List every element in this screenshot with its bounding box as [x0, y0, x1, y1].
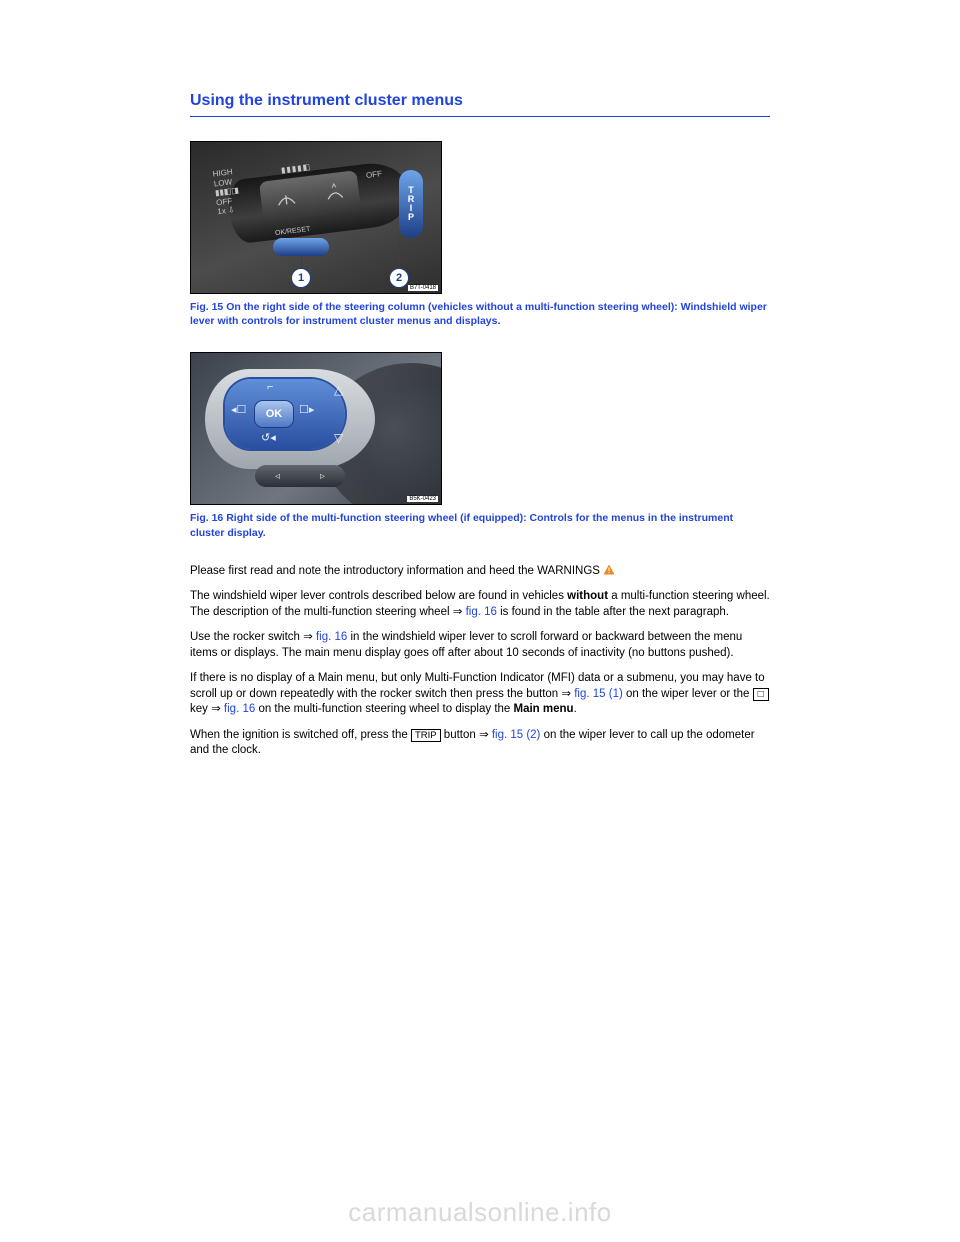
- page-body: Using the instrument cluster menus ▮▮▮▮◧…: [0, 0, 960, 759]
- rear-wiper-icon: [322, 181, 347, 206]
- heading-rule: [190, 116, 770, 117]
- p3-link2[interactable]: fig. 16: [224, 703, 255, 715]
- label-off-right: OFF: [366, 169, 383, 180]
- trip-p: P: [408, 213, 414, 222]
- voice-icon: ↺◂: [261, 431, 276, 444]
- trip-inline-label: TRIP: [411, 729, 441, 742]
- wiper-icon: [273, 187, 298, 212]
- phone-icon: ⌐: [267, 381, 273, 393]
- p2-a: Use the rocker switch ⇒: [190, 631, 316, 643]
- figure-1-caption-prefix: Fig. 15: [190, 301, 226, 313]
- page-right-icon: ☐▸: [299, 403, 314, 416]
- p4-link[interactable]: fig. 15 (2): [492, 729, 541, 741]
- paragraph-4: When the ignition is switched off, press…: [190, 728, 770, 759]
- p3-link1[interactable]: fig. 15 (1): [574, 688, 623, 700]
- p3-box-icon: □: [753, 688, 769, 701]
- callout-line-2: [399, 238, 400, 270]
- p2-link[interactable]: fig. 16: [316, 631, 347, 643]
- trip-button: T R I P: [399, 170, 423, 238]
- figure-1-code: B7T-0418: [408, 285, 438, 291]
- intro-paragraph: Please first read and note the introduct…: [190, 564, 770, 580]
- p3-b: on the wiper lever or the: [623, 688, 753, 700]
- figure-1-caption-text: On the right side of the steering column…: [190, 301, 767, 327]
- figure-2: OK △ ▽ ⌐ ↺◂ ◂☐ ☐▸ ◃ ▹ B5K-0423: [190, 352, 442, 505]
- prev-track-icon: ◃: [275, 471, 280, 482]
- p3-f: .: [574, 703, 577, 715]
- callout-marker-1: 1: [291, 268, 311, 288]
- footer-watermark: carmanualsonline.info: [0, 1197, 960, 1228]
- p1-bold: without: [567, 590, 608, 602]
- paragraph-3: If there is no display of a Main menu, b…: [190, 671, 770, 718]
- arrow-down-icon: ▽: [334, 431, 343, 445]
- paragraph-1: The windshield wiper lever controls desc…: [190, 589, 770, 620]
- figure-2-caption: Fig. 16 Right side of the multi-function…: [190, 511, 770, 539]
- p3-e: on the multi-function steering wheel to …: [255, 703, 513, 715]
- p1-a: The windshield wiper lever controls desc…: [190, 590, 567, 602]
- warning-icon: [603, 564, 615, 575]
- media-buttons: ◃ ▹: [255, 465, 345, 487]
- section-heading: Using the instrument cluster menus: [190, 92, 770, 110]
- figure-2-caption-text: Right side of the multi-function steerin…: [190, 512, 733, 538]
- p3-menu: Main menu: [514, 703, 574, 715]
- callout-marker-2: 2: [389, 268, 409, 288]
- paragraph-2: Use the rocker switch ⇒ fig. 16 in the w…: [190, 630, 770, 661]
- figure-1-caption: Fig. 15 On the right side of the steerin…: [190, 300, 770, 328]
- ok-button: OK: [255, 401, 293, 427]
- p1-link[interactable]: fig. 16: [466, 606, 497, 618]
- p4-b: button ⇒: [441, 729, 492, 741]
- figure-1: ▮▮▮▮◧ HIGH LOW ▮▮◧◨ OFF 1x ⇩ OFF T R I P…: [190, 141, 442, 294]
- page-left-icon: ◂☐: [231, 403, 246, 416]
- figure-2-code: B5K-0423: [407, 496, 438, 502]
- p1-d: is found in the table after the next par…: [497, 606, 729, 618]
- next-track-icon: ▹: [320, 471, 325, 482]
- p4-a: When the ignition is switched off, press…: [190, 729, 411, 741]
- figure-2-caption-prefix: Fig. 16: [190, 512, 226, 524]
- arrow-up-icon: △: [334, 383, 343, 397]
- p3-d: key ⇒: [190, 703, 224, 715]
- intro-text: Please first read and note the introduct…: [190, 565, 603, 577]
